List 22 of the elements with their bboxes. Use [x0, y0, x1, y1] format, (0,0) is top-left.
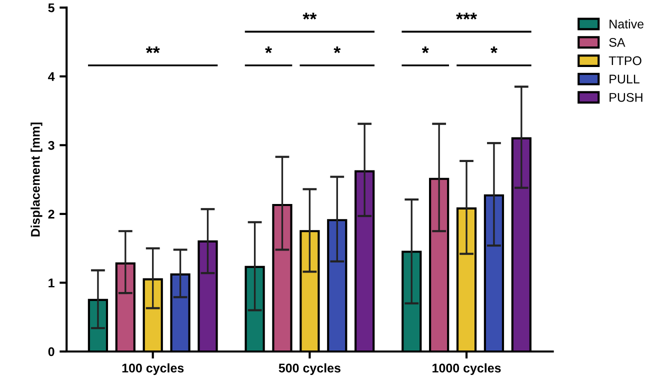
y-tick-label: 2 — [48, 210, 54, 218]
x-tick-label: 100 cycles — [122, 363, 184, 375]
annotation: * — [265, 46, 272, 54]
y-tick-label: 1 — [48, 278, 54, 288]
y-axis-title: Displacement [mm] — [30, 122, 42, 236]
annotation: ** — [146, 46, 160, 54]
annotation: *** — [456, 12, 478, 20]
y-tick-label: 5 — [48, 4, 54, 12]
x-tick-label: 1000 cycles — [432, 363, 501, 375]
legend-label: PUSH — [610, 92, 642, 102]
y-tick-label: 3 — [48, 140, 54, 150]
annotation: * — [334, 46, 341, 54]
legend-label: SA — [609, 38, 626, 47]
y-tick-label: 0 — [48, 347, 54, 356]
annotation: * — [490, 46, 498, 54]
legend-label: PULL — [610, 74, 640, 84]
x-tick-label: 500 cycles — [278, 363, 340, 375]
annotation: ** — [302, 12, 317, 20]
annotation: * — [422, 46, 429, 54]
y-tick-label: 4 — [48, 72, 55, 81]
legend-label: TTPO — [608, 56, 642, 66]
legend-label: Native — [610, 19, 644, 28]
